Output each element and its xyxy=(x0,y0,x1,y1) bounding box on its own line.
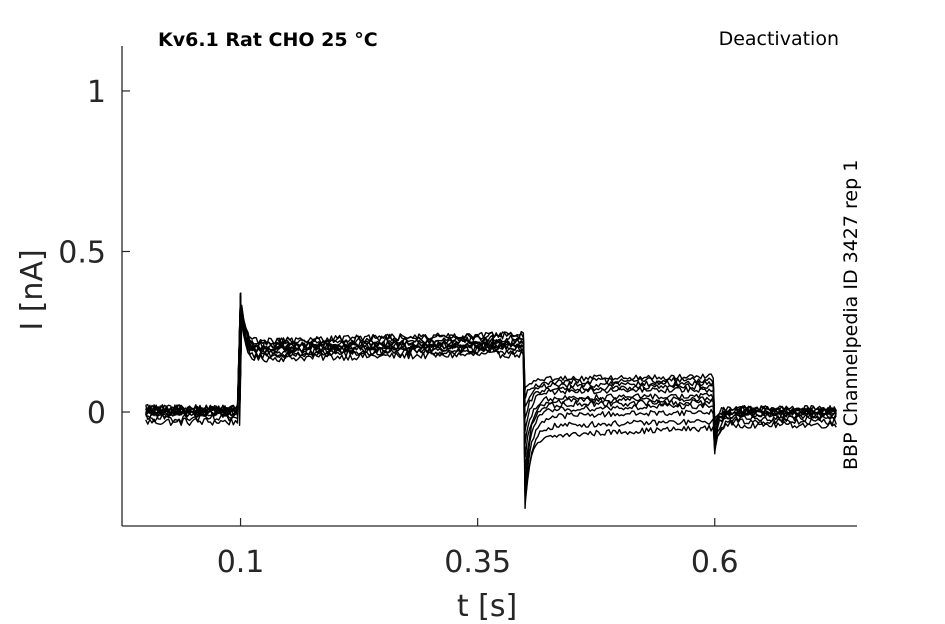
current-trace-4 xyxy=(145,298,837,484)
x-axis-label: t [s] xyxy=(457,589,517,624)
y-tick-label: 0.5 xyxy=(58,235,106,270)
x-tick-group: 0.1 0.35 0.6 xyxy=(217,518,739,580)
chart-subtitle: Deactivation xyxy=(719,28,839,50)
x-tick-label: 0.6 xyxy=(691,545,739,580)
side-annotation: BBP Channelpedia ID 3427 rep 1 xyxy=(840,160,862,470)
current-trace-10 xyxy=(145,292,837,426)
current-trace-11 xyxy=(145,292,837,426)
y-tick-label: 1 xyxy=(87,75,106,110)
x-tick-label: 0.1 xyxy=(217,545,265,580)
current-trace-3 xyxy=(145,302,837,497)
y-tick-group: 00.51 xyxy=(58,75,130,431)
x-tick-label: 0.35 xyxy=(444,545,511,580)
current-trace-12 xyxy=(145,292,837,423)
y-tick-label: 0 xyxy=(87,396,106,431)
y-axis-label: I [nA] xyxy=(15,249,50,330)
trace-group xyxy=(145,292,837,510)
current-trace-8 xyxy=(145,295,837,432)
current-trace-6 xyxy=(145,295,837,458)
current-trace-9 xyxy=(145,292,837,429)
chart-title: Kv6.1 Rat CHO 25 °C xyxy=(158,29,378,51)
current-trace-5 xyxy=(145,298,837,471)
